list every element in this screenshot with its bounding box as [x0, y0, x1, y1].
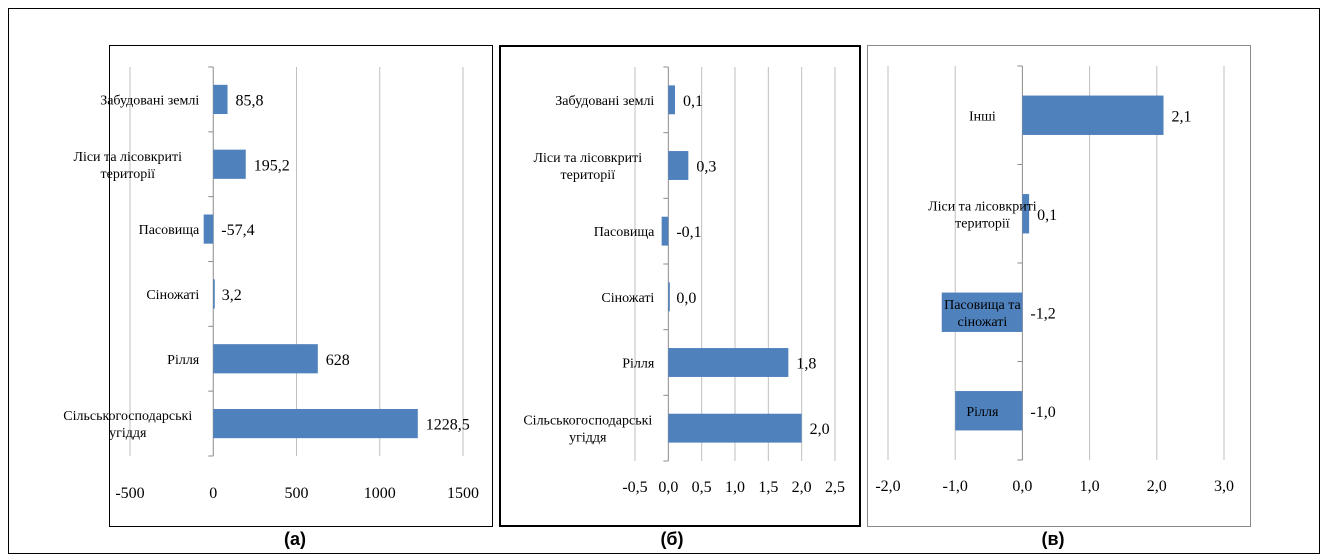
data-label-b-3: 0,0	[676, 290, 696, 307]
chart-b-svg: Забудовані землі 0,1 Ліси та лісовкриті тер…	[523, 66, 845, 496]
x-tick-label-c-5: 3,0	[1214, 478, 1234, 495]
category-label-a-3: Сіножаті	[146, 288, 199, 303]
x-tick-label-a-4: 1500	[447, 485, 479, 502]
bar-a-1	[213, 149, 246, 179]
bar-b-4	[668, 348, 789, 377]
x-tick-label-c-0: -2,0	[875, 478, 900, 495]
data-label-b-4: 1,8	[796, 356, 816, 373]
bar-b-1	[668, 151, 689, 180]
category-label-b-2: Пасовища	[594, 225, 655, 240]
category-label-b-3: Сіножаті	[601, 291, 654, 306]
chart-c-svg: Інші 2,1 Ліси та лісовкриті території 0,1 Пас…	[875, 65, 1234, 495]
data-label-a-3: 3,2	[222, 287, 242, 304]
x-tick-label-b-5: 2,0	[792, 479, 812, 496]
data-label-a-4: 628	[326, 352, 350, 369]
category-label-a-5: Сільськогосподарські угіддя	[63, 409, 192, 441]
bar-b-5	[668, 413, 802, 443]
chart-panel-b: Забудовані землі 0,1 Ліси та лісовкриті тер…	[499, 45, 861, 527]
data-label-b-5: 2,0	[810, 421, 830, 438]
category-label-c-3: Рілля	[966, 405, 999, 420]
data-label-a-0: 85,8	[236, 92, 264, 109]
bar-a-3	[213, 279, 215, 309]
category-label-c-1: Ліси та лісовкриті території	[928, 199, 1037, 231]
bar-c-1	[1022, 194, 1030, 234]
chart-a-svg: Забудовані землі 85,8 Ліси та лісовкриті те…	[63, 66, 479, 502]
x-tick-label-a-1: 0	[209, 485, 217, 502]
category-label-a-4: Рілля	[167, 353, 200, 368]
bar-b-2	[661, 216, 669, 246]
data-label-c-0: 2,1	[1172, 108, 1192, 125]
x-tick-label-b-1: 0,0	[658, 479, 678, 496]
chart-panel-c: Інші 2,1 Ліси та лісовкриті території 0,1 Пас…	[867, 45, 1251, 527]
bar-b-0	[668, 85, 675, 115]
x-tick-label-b-4: 1,5	[758, 479, 778, 496]
x-tick-label-c-2: 0,0	[1012, 478, 1032, 495]
x-tick-label-b-3: 1,0	[725, 479, 745, 496]
caption-a: (а)	[284, 529, 306, 549]
data-label-a-5: 1228,5	[426, 417, 470, 434]
bar-a-0	[213, 84, 228, 115]
category-label-c-2: Пасовища та сіножаті	[944, 298, 1021, 330]
x-tick-label-c-4: 2,0	[1147, 478, 1167, 495]
caption-c: (в)	[1041, 529, 1065, 549]
figure-frame: Забудовані землі 85,8 Ліси та лісовкриті те…	[8, 8, 1320, 554]
data-label-b-1: 0,3	[696, 159, 716, 176]
x-tick-label-c-3: 1,0	[1080, 478, 1100, 495]
category-label-b-5: Сільськогосподарські угіддя	[523, 414, 652, 446]
data-label-a-1: 195,2	[254, 157, 290, 174]
bar-a-5	[213, 408, 418, 439]
category-label-a-0: Забудовані землі	[100, 93, 199, 108]
caption-b: (б)	[660, 529, 684, 549]
category-label-b-4: Рілля	[622, 357, 655, 372]
bar-c-2	[941, 292, 1023, 332]
category-label-a-1: Ліси та лісовкриті території	[73, 150, 182, 182]
x-tick-label-b-6: 2,5	[825, 479, 845, 496]
data-label-a-2: -57,4	[221, 222, 254, 239]
chart-panel-a: Забудовані землі 85,8 Ліси та лісовкриті те…	[63, 45, 493, 527]
bar-c-3	[955, 391, 1023, 431]
bar-a-4	[213, 344, 318, 374]
bar-c-0	[1022, 95, 1164, 135]
data-label-b-0: 0,1	[683, 93, 703, 110]
x-tick-label-b-0: -0,5	[622, 479, 647, 496]
category-label-b-1: Ліси та лісовкриті території	[534, 151, 643, 183]
x-tick-label-c-1: -1,0	[943, 478, 968, 495]
category-label-b-0: Забудовані землі	[555, 94, 654, 109]
data-label-c-1: 0,1	[1037, 207, 1057, 224]
x-tick-label-a-0: -500	[115, 485, 144, 502]
category-label-c-0: Інші	[969, 109, 996, 124]
category-label-a-2: Пасовища	[139, 223, 200, 238]
data-label-c-2: -1,2	[1030, 305, 1055, 322]
data-label-b-2: -0,1	[676, 224, 701, 241]
bar-a-2	[203, 214, 214, 244]
bar-b-3	[668, 282, 670, 312]
data-label-c-3: -1,0	[1030, 404, 1055, 421]
x-tick-label-a-3: 1000	[364, 485, 396, 502]
x-tick-label-a-2: 500	[285, 485, 309, 502]
x-tick-label-b-2: 0,5	[692, 479, 712, 496]
